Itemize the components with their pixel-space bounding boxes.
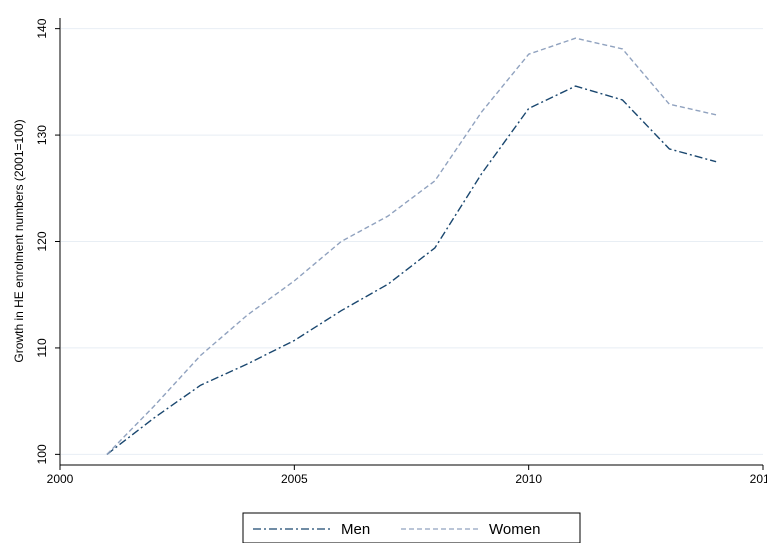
y-tick-label: 110 [35,338,49,357]
x-axis-ticks: 2000 2005 2010 2015 [47,465,767,486]
legend-label-men: Men [341,521,370,538]
series-lines [106,37,717,455]
x-tick-label: 2015 [750,472,767,486]
y-axis-title: Growth in HE enrolment numbers (2001=100… [12,119,26,362]
y-tick-label: 130 [35,125,49,145]
y-tick-label: 120 [35,231,49,251]
y-tick-label: 100 [35,444,49,464]
legend: Men Women [242,512,581,543]
x-tick-label: 2005 [281,472,308,486]
x-tick-label: 2000 [47,472,74,486]
legend-box [242,512,581,543]
legend-label-women: Women [489,521,540,538]
series-line-women [106,37,717,455]
gridlines [61,28,763,455]
y-axis-ticks: 100 110 120 130 140 [35,18,60,464]
x-tick-label: 2010 [515,472,542,486]
series-line-men [106,85,717,455]
y-tick-label: 140 [35,18,49,38]
